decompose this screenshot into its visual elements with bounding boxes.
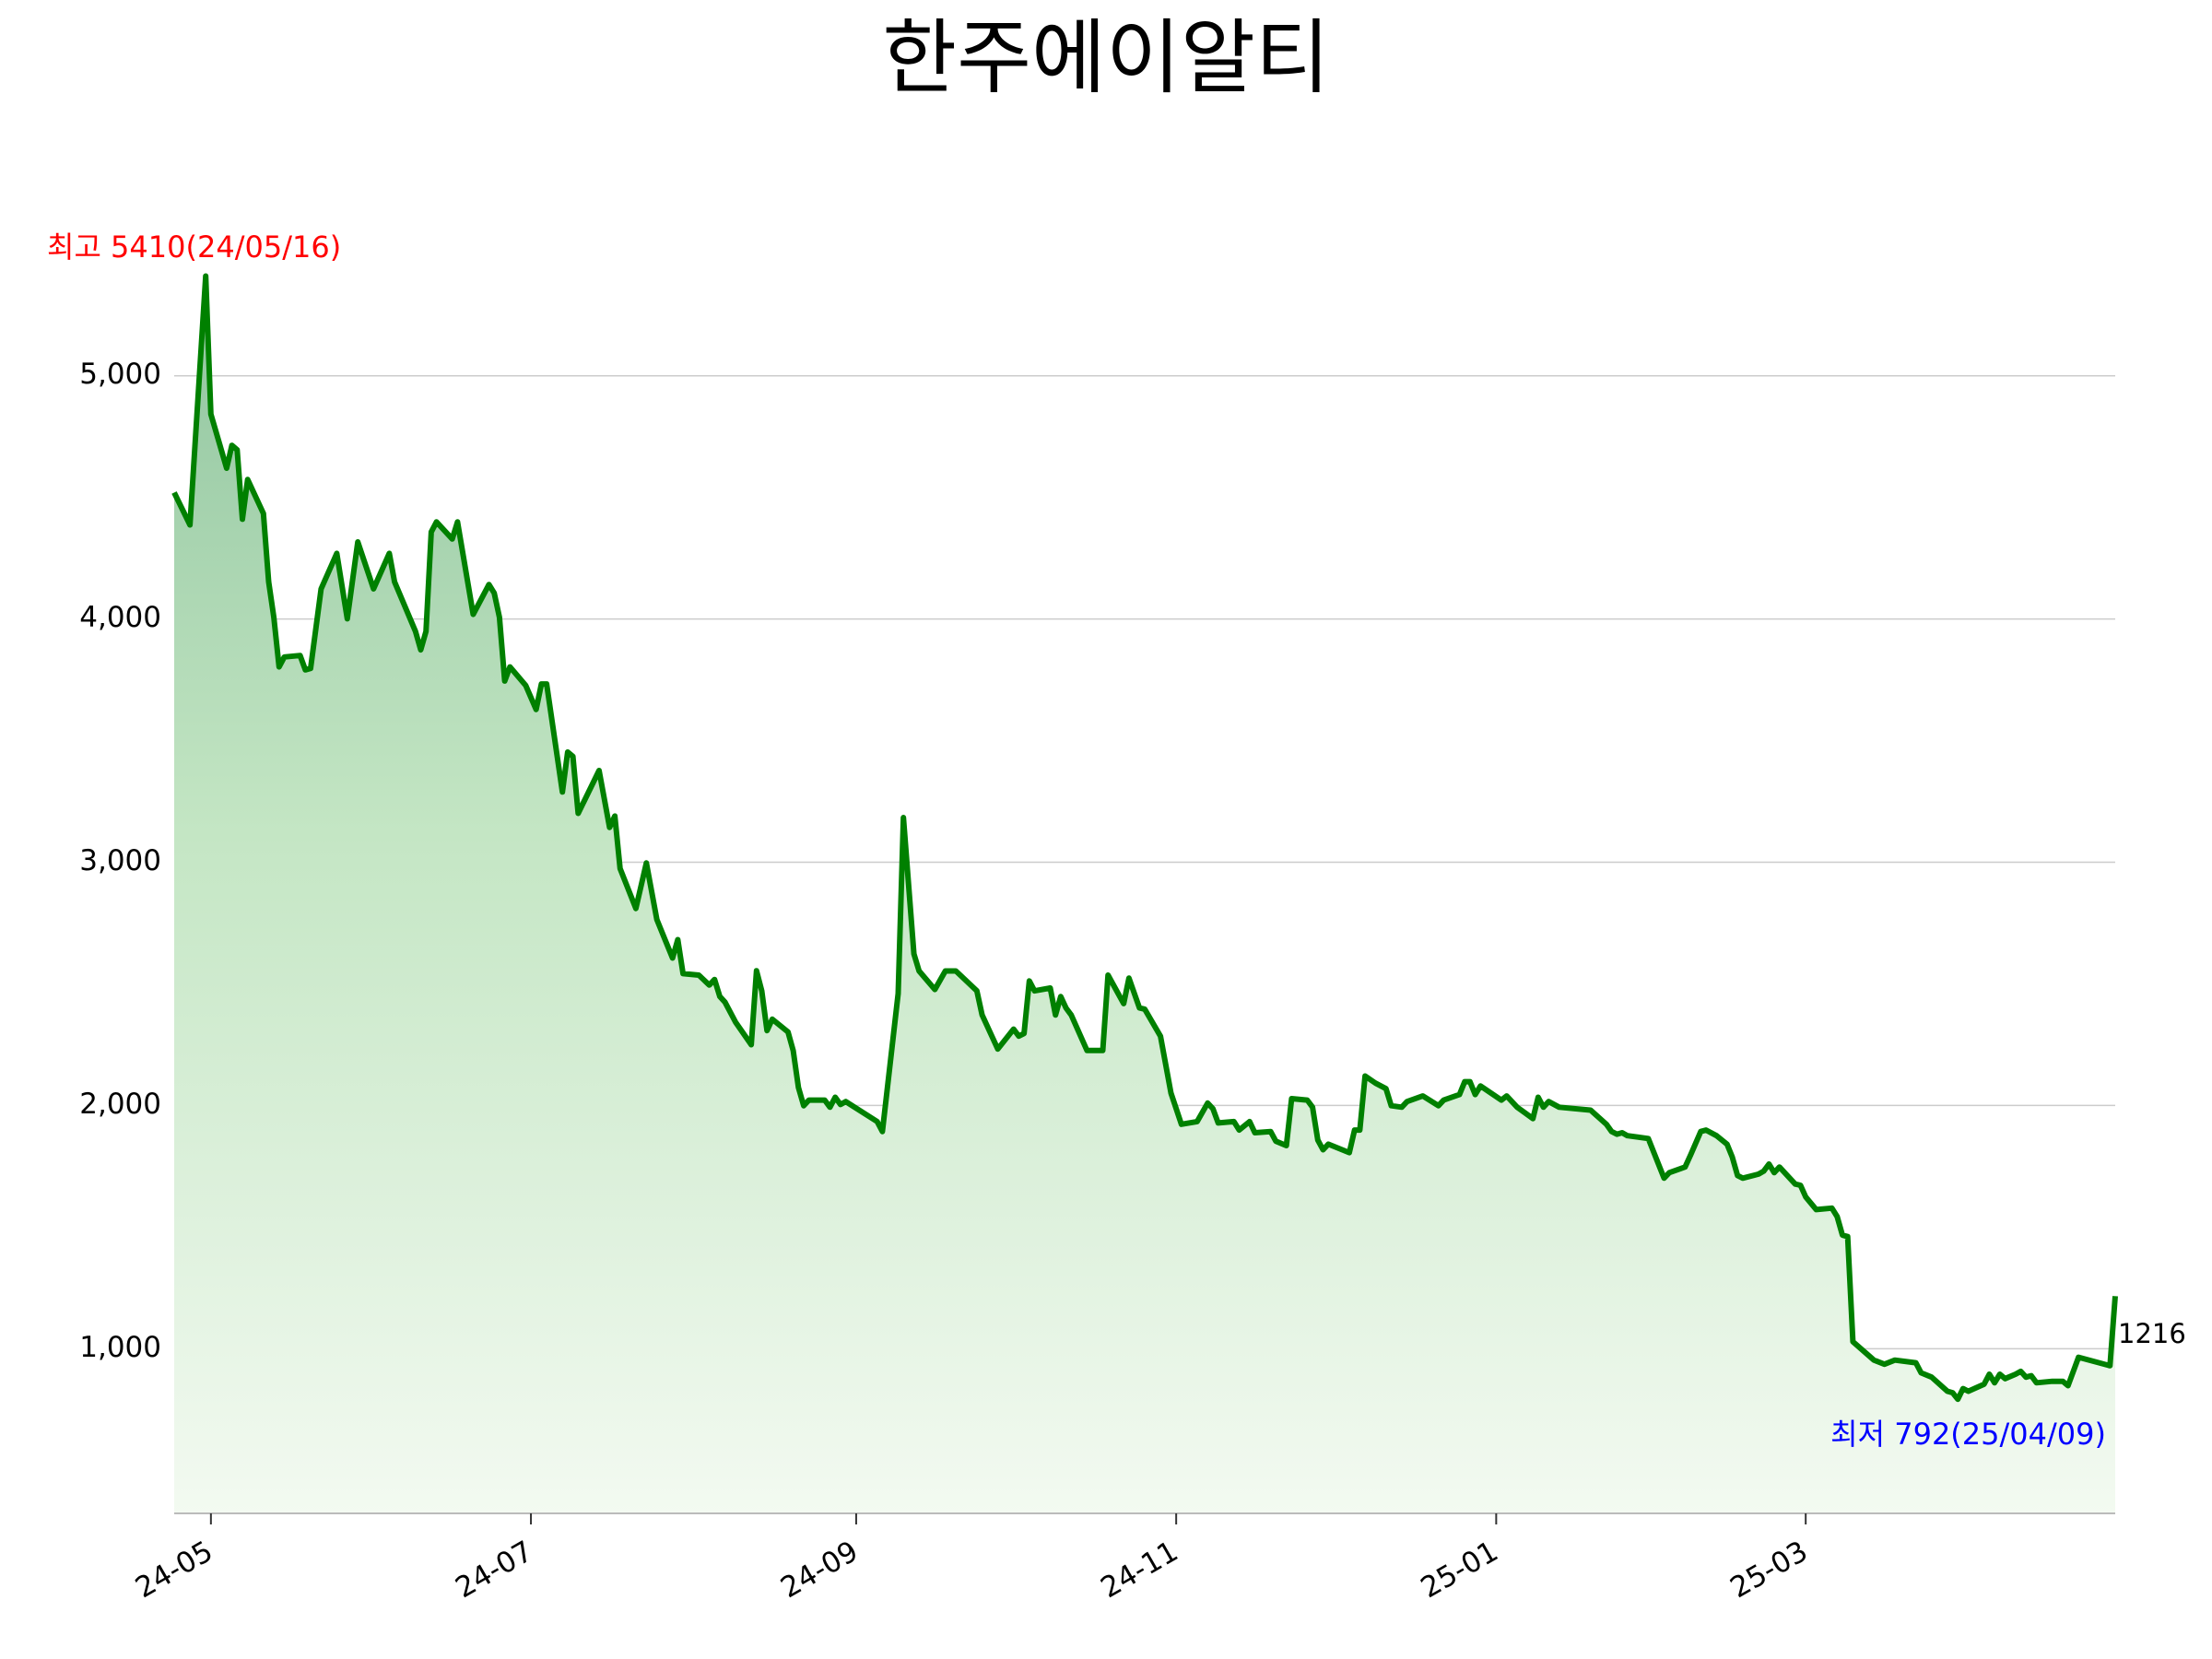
y-tick-label: 1,000 xyxy=(79,1331,161,1364)
x-tick-label: 25-01 xyxy=(1416,1535,1504,1605)
price-line xyxy=(171,273,2118,1403)
x-tick-label: 24-07 xyxy=(450,1535,538,1605)
annotation: 최저 792(25/04/09) xyxy=(1830,1417,2106,1452)
y-tick-label: 2,000 xyxy=(79,1088,161,1121)
y-tick-label: 5,000 xyxy=(79,358,161,391)
annotation: 최고 5410(24/05/16) xyxy=(47,229,341,265)
x-tick-label: 25-03 xyxy=(1724,1535,1813,1605)
y-tick-label: 3,000 xyxy=(79,844,161,877)
x-tick-label: 24-11 xyxy=(1095,1535,1183,1605)
area-fill xyxy=(174,276,2115,1513)
y-tick-label: 4,000 xyxy=(79,601,161,634)
x-tick-label: 24-05 xyxy=(130,1535,218,1605)
annotation: 1216 xyxy=(2118,1318,2186,1349)
x-tick-label: 24-09 xyxy=(775,1535,864,1605)
chart-title: 한주에이알티 xyxy=(882,10,1330,105)
